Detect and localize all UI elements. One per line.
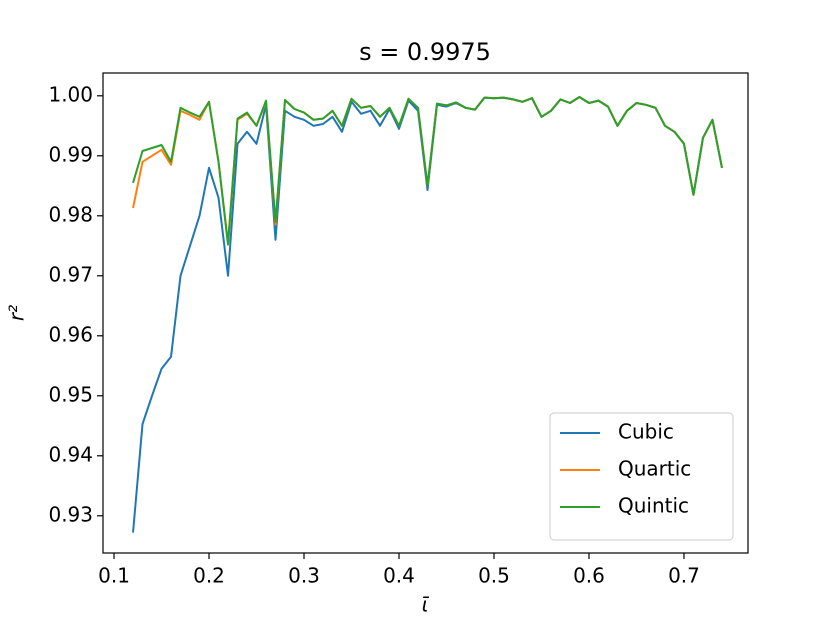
y-tick-label: 0.98 xyxy=(48,202,93,226)
y-tick-label: 0.99 xyxy=(48,142,93,166)
y-axis-label: r² xyxy=(5,305,29,321)
x-tick-label: 0.2 xyxy=(193,564,225,588)
y-tick-label: 0.93 xyxy=(48,502,93,526)
x-tick-label: 0.7 xyxy=(668,564,700,588)
y-tick-label: 0.94 xyxy=(48,442,93,466)
x-tick-label: 0.3 xyxy=(288,564,320,588)
x-tick-label: 0.5 xyxy=(478,564,510,588)
x-tick-label: 0.6 xyxy=(573,564,605,588)
x-tick-label: 0.4 xyxy=(383,564,415,588)
legend-box xyxy=(549,412,734,541)
x-tick-label: 0.1 xyxy=(98,564,130,588)
y-tick-label: 0.95 xyxy=(48,382,93,406)
chart-title: s = 0.9975 xyxy=(359,38,491,66)
plot-frame xyxy=(102,72,749,554)
legend-label: Quintic xyxy=(618,494,689,518)
y-tick-label: 1.00 xyxy=(48,82,93,106)
x-axis-label: ῑ xyxy=(422,593,430,617)
y-tick-label: 0.97 xyxy=(48,262,93,286)
y-tick-label: 0.96 xyxy=(48,322,93,346)
series-line xyxy=(132,96,723,246)
legend-label: Quartic xyxy=(618,457,691,481)
legend-label: Cubic xyxy=(618,420,674,444)
